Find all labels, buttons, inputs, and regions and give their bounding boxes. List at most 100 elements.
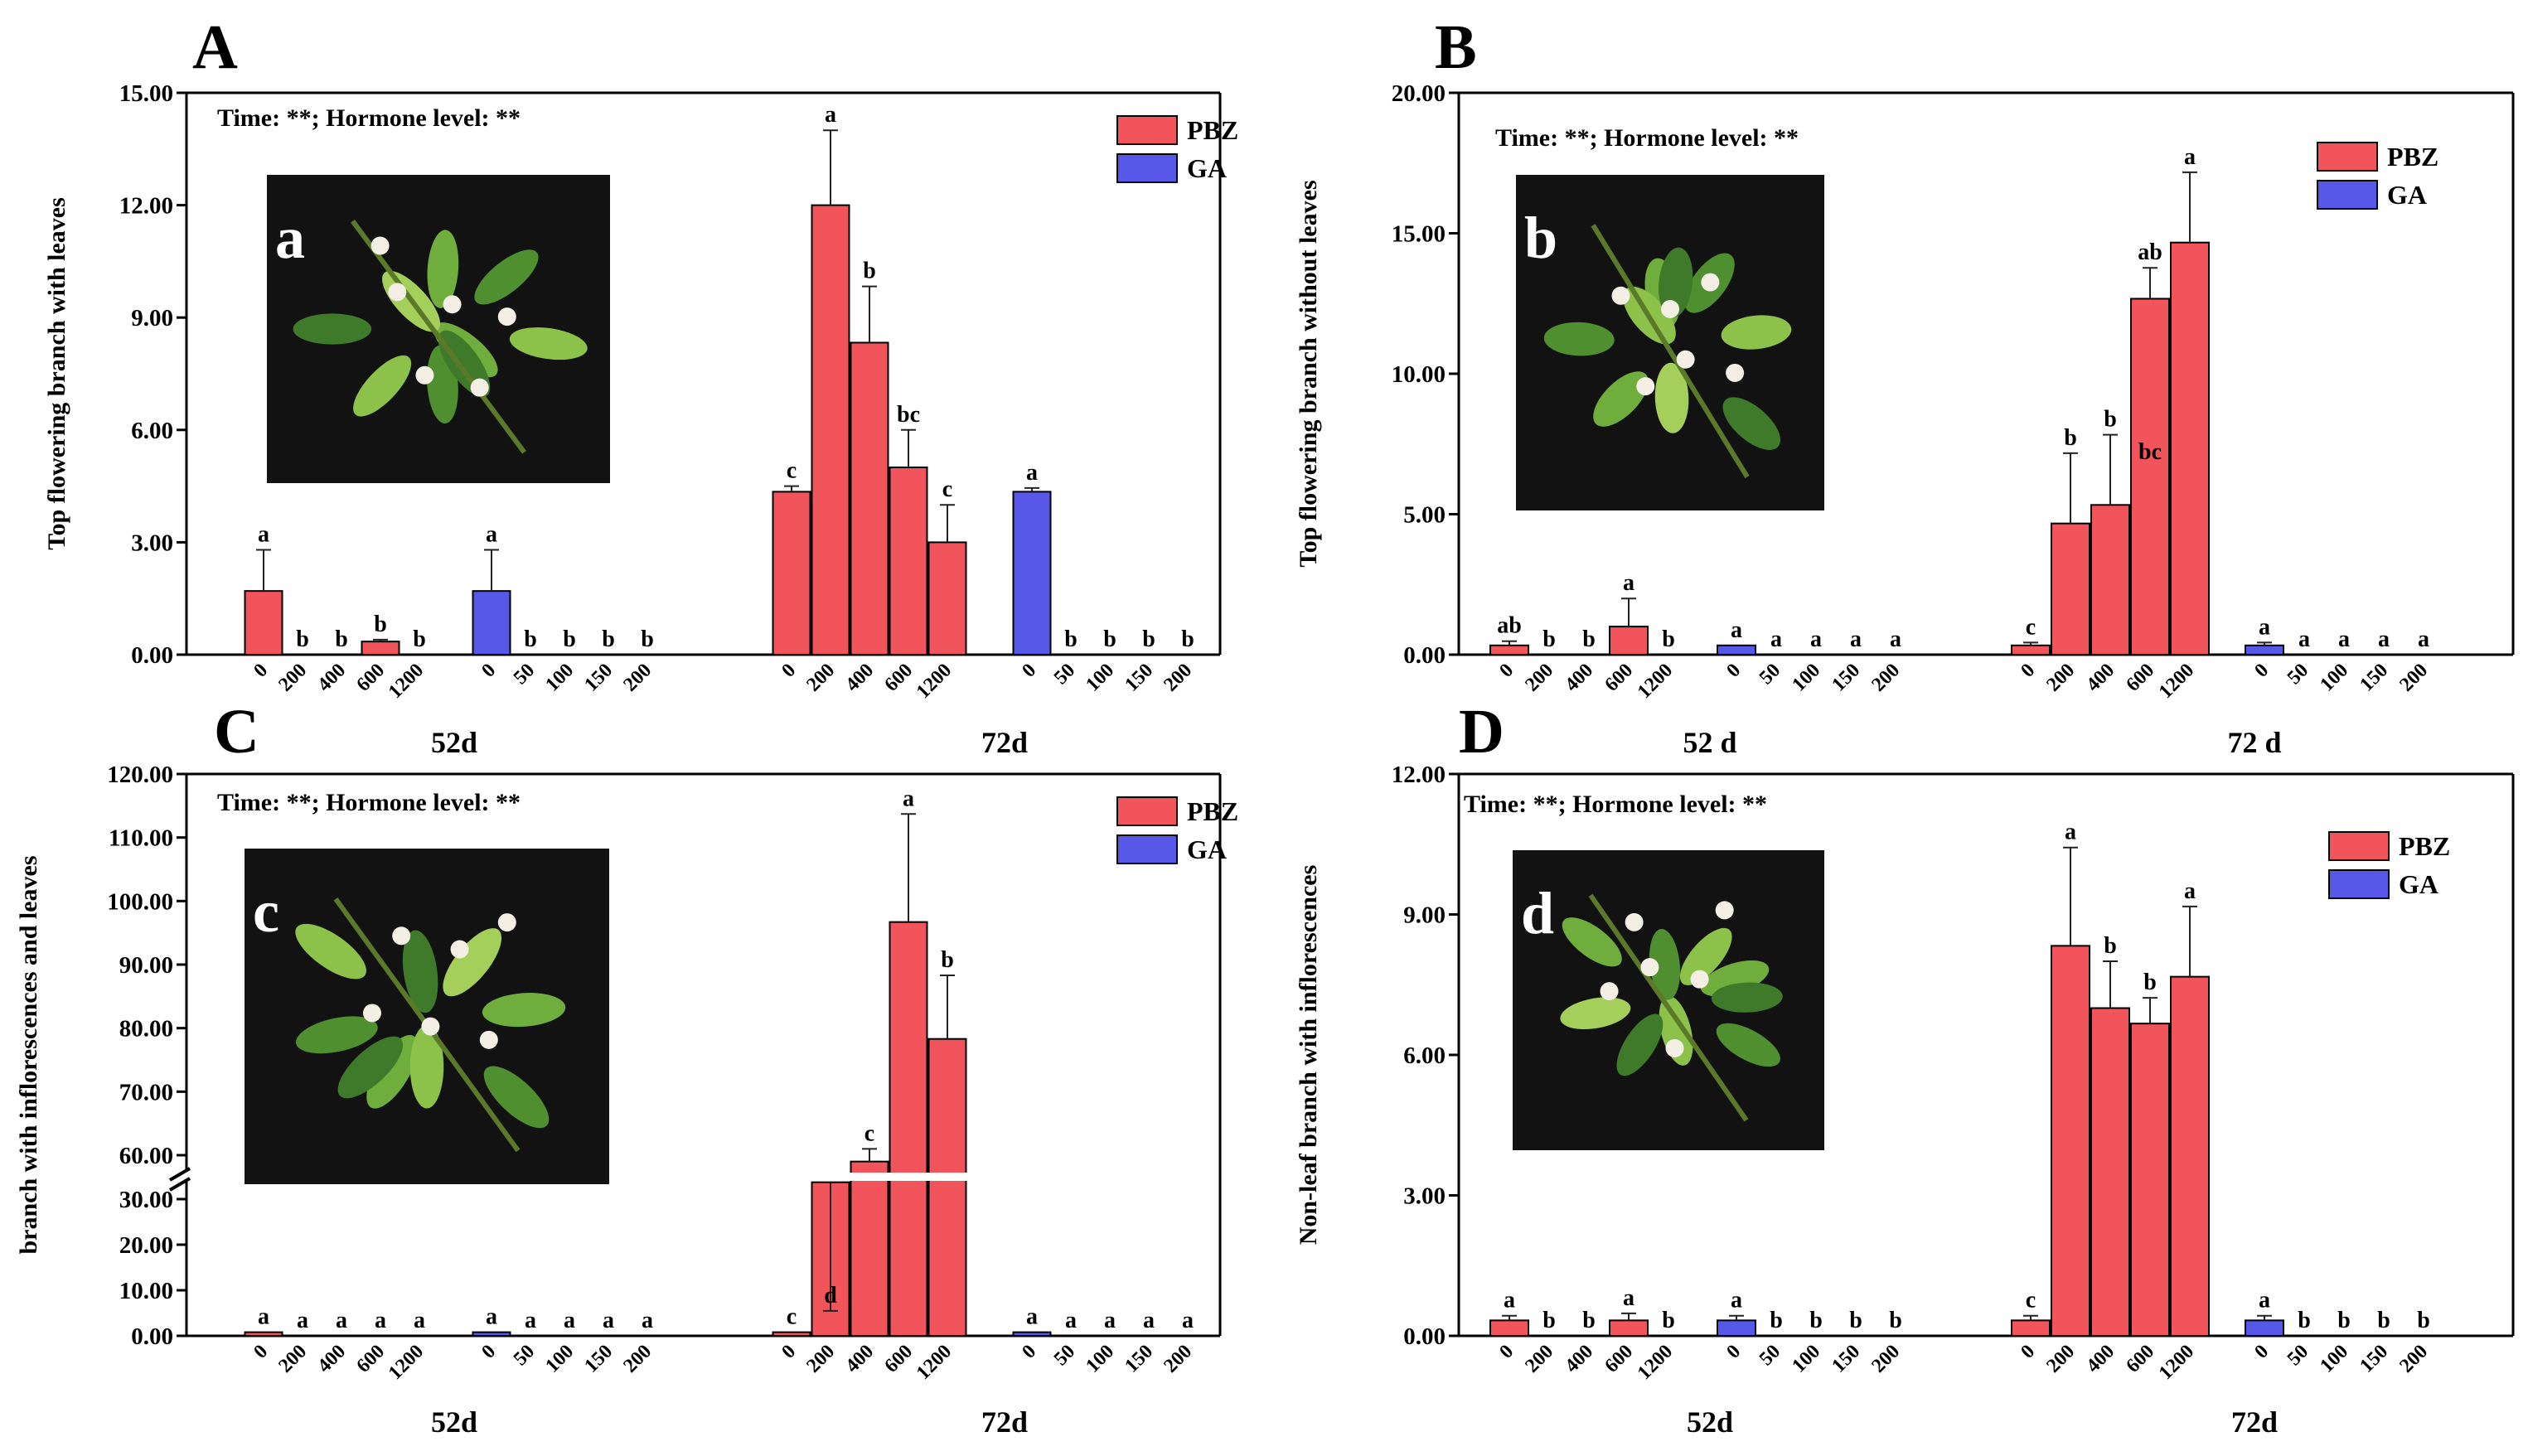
significance-letter: a [1182, 1308, 1194, 1333]
significance-letter: b [2337, 1308, 2351, 1333]
photo-label: d [1521, 880, 1554, 946]
bar-pbz-72d-400 [850, 341, 889, 655]
x-tick-label: 200 [619, 660, 656, 696]
significance-letter: b [1582, 626, 1596, 652]
x-tick-label: 50 [1050, 1341, 1079, 1370]
leaf-shape [427, 230, 459, 308]
legend-pbz-label: PBZ [1187, 115, 1238, 145]
x-tick-label: 150 [1121, 1341, 1157, 1377]
x-tick-label: 1200 [385, 660, 428, 703]
y-axis-label: Top flowering branch without leaves [1295, 180, 1322, 567]
legend-pbz-swatch [2317, 142, 2378, 172]
x-tick-label: 0 [1722, 1341, 1745, 1363]
significance-letter: b [335, 626, 348, 652]
x-tick-label: 0 [477, 660, 500, 682]
x-tick-label: 100 [2316, 1341, 2352, 1377]
significance-letter: c [2026, 1288, 2036, 1313]
bar-pbz-72d-1200 [927, 1038, 967, 1337]
bar-pbz-72d-400 [2090, 504, 2130, 655]
y-tick-label: 80.00 [119, 1016, 173, 1042]
leaf-shape [409, 1024, 444, 1109]
x-tick-label: 200 [2395, 660, 2432, 696]
leaf-shape [1711, 982, 1783, 1013]
x-tick-label: 50 [510, 660, 539, 689]
significance-letter: a [642, 1308, 653, 1333]
x-tick-label: 0 [2250, 660, 2273, 682]
significance-letter: b [1809, 1308, 1823, 1333]
x-tick-label: 0 [1495, 660, 1518, 682]
significance-letter: a [1770, 626, 1782, 652]
bar-ga-72d-0 [2245, 1319, 2284, 1337]
flower-shape [1661, 300, 1679, 318]
leaf-shape [366, 1034, 419, 1109]
x-tick-label: 1200 [913, 1341, 956, 1384]
bar-pbz-52d-600 [361, 641, 400, 655]
x-tick-label: 150 [1828, 660, 1864, 696]
significance-letter: b [2104, 407, 2117, 433]
x-tick-label: 150 [1121, 660, 1157, 696]
significance-letter: b [413, 626, 426, 652]
x-tick-label: 0 [777, 660, 800, 682]
bar-pbz-72d-600 [2130, 1023, 2170, 1337]
x-tick-label: 1200 [913, 660, 956, 703]
x-tick-label: 1200 [1634, 1341, 1677, 1384]
significance-letter: b [563, 626, 576, 652]
x-tick-label: 0 [249, 660, 272, 682]
stem-shape [1591, 224, 1750, 479]
x-tick-label: 100 [2316, 660, 2352, 696]
y-tick-label: 100.00 [107, 888, 173, 915]
x-tick-label: 200 [2042, 1341, 2079, 1377]
significance-letter: a [375, 1308, 386, 1333]
bar-ga-72d-0 [1012, 491, 1052, 655]
leaf-shape [402, 930, 438, 1013]
time-label: 72d [981, 1405, 1028, 1439]
y-tick-label: 30.00 [119, 1187, 173, 1213]
x-tick-label: 200 [619, 1341, 656, 1377]
bar-ga-52d-0 [1717, 644, 1756, 655]
x-tick-label: 400 [313, 1341, 350, 1377]
leaf-shape [482, 993, 566, 1028]
significance-letter: b [1582, 1308, 1596, 1333]
x-tick-label: 50 [1756, 1341, 1785, 1370]
photo-inset: c [245, 849, 609, 1184]
bar-pbz-72d-600 [889, 921, 928, 1337]
y-tick-label: 60.00 [119, 1143, 173, 1169]
significance-letter: b [524, 626, 537, 652]
y-tick-label: 12.00 [119, 193, 173, 220]
bar-ga-72d-0 [2245, 644, 2284, 655]
significance-letter: c [787, 458, 797, 484]
leaf-shape [1721, 315, 1792, 350]
y-tick-label: 110.00 [109, 825, 173, 852]
flower-shape [1640, 958, 1659, 977]
significance-letter: a [2259, 1288, 2270, 1313]
leaf-shape [1679, 927, 1732, 985]
leaf-shape [296, 1016, 378, 1054]
significance-letter: b [1849, 1308, 1862, 1333]
significance-letter: bc [897, 402, 920, 428]
y-tick-label: 9.00 [1403, 902, 1446, 929]
flower-shape [421, 1017, 440, 1036]
time-label: 72 d [2227, 726, 2281, 759]
leaf-shape [353, 355, 412, 417]
x-tick-label: 600 [880, 1341, 917, 1377]
leaf-shape [1716, 1023, 1780, 1067]
x-tick-label: 200 [1160, 660, 1196, 696]
flower-shape [1611, 286, 1630, 305]
x-tick-label: 200 [2395, 1341, 2432, 1377]
bar-ga-72d-0 [1012, 1331, 1052, 1337]
leaf-shape [295, 923, 366, 980]
significance-letter: ab [1497, 613, 1522, 639]
significance-letter-inner: bc [2138, 439, 2162, 465]
flower-shape [1600, 982, 1619, 1001]
significance-letter: b [296, 626, 309, 652]
panel-label: C [214, 697, 259, 767]
significance-letter: a [603, 1308, 614, 1333]
leaf-shape [1543, 322, 1615, 356]
legend-ga-label: GA [1187, 153, 1227, 183]
significance-letter: c [864, 1120, 874, 1146]
significance-letter: b [641, 626, 654, 652]
significance-letter: a [1623, 1285, 1634, 1311]
x-tick-label: 150 [580, 1341, 617, 1377]
panel-C: 0.00 10.00 20.00 30.00 60.00 70.00 80.00 90.00 1… [15, 697, 1238, 1439]
stats-annotation: Time: **; Hormone level: ** [217, 104, 521, 132]
